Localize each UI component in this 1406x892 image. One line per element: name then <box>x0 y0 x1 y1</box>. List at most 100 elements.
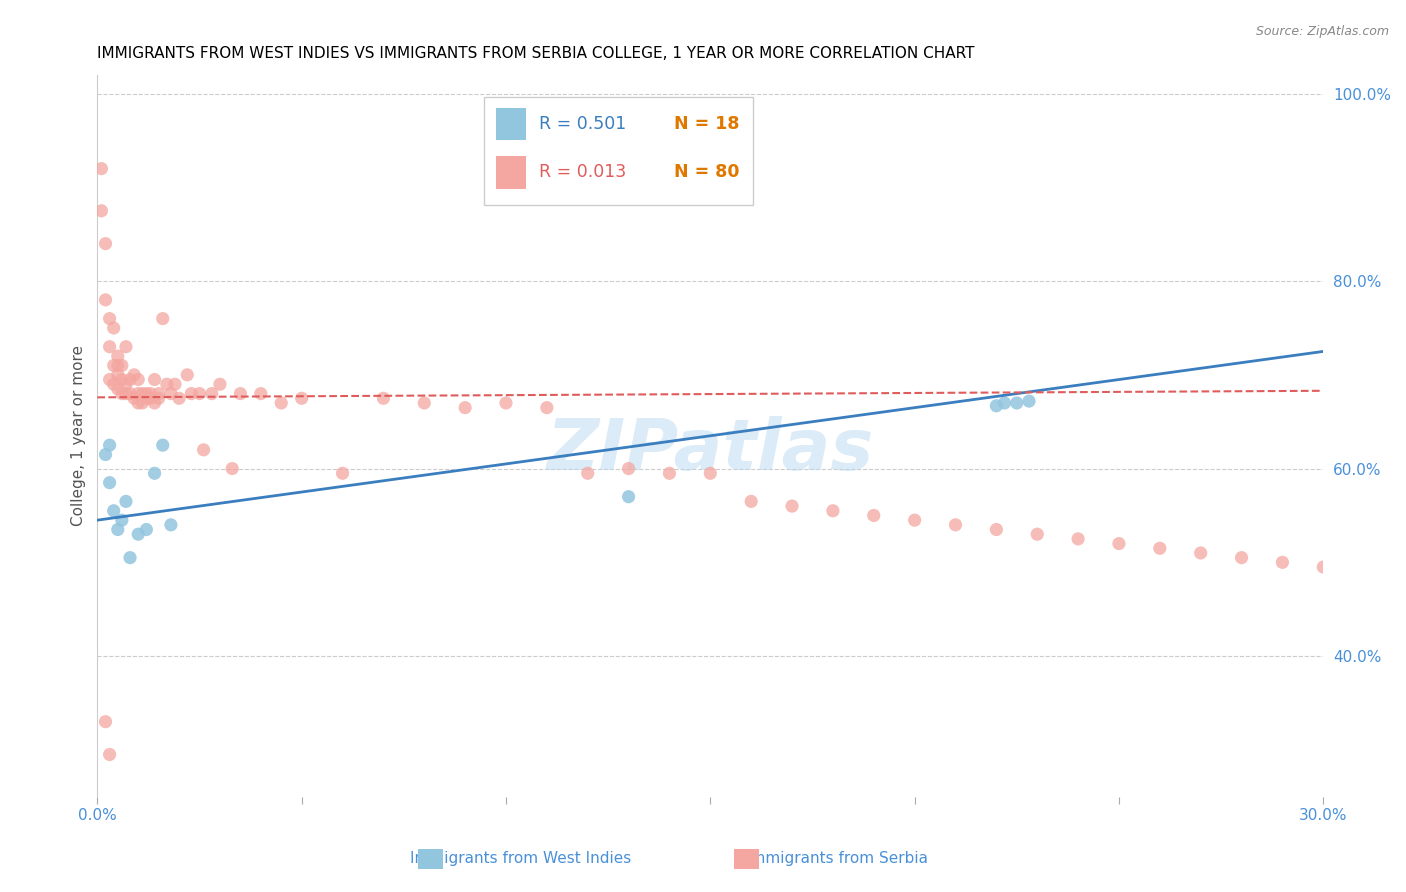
Text: IMMIGRANTS FROM WEST INDIES VS IMMIGRANTS FROM SERBIA COLLEGE, 1 YEAR OR MORE CO: IMMIGRANTS FROM WEST INDIES VS IMMIGRANT… <box>97 46 974 62</box>
Point <box>201 386 224 401</box>
Point <box>821 504 844 518</box>
Point <box>1312 560 1334 574</box>
Point <box>94 448 117 462</box>
Text: ZIPatlas: ZIPatlas <box>547 416 875 484</box>
Point <box>160 517 183 532</box>
Point <box>1026 527 1049 541</box>
Point <box>94 714 117 729</box>
Point <box>98 475 121 490</box>
Point <box>94 293 117 307</box>
Point <box>111 372 134 386</box>
Point <box>131 386 153 401</box>
Point <box>221 461 243 475</box>
Point <box>1005 396 1028 410</box>
Point <box>139 386 162 401</box>
Text: Source: ZipAtlas.com: Source: ZipAtlas.com <box>1256 25 1389 38</box>
Point <box>413 396 436 410</box>
Point <box>1018 394 1040 409</box>
Point <box>163 377 186 392</box>
Point <box>111 359 134 373</box>
Point <box>118 550 141 565</box>
Point <box>94 236 117 251</box>
Point <box>115 494 138 508</box>
Point <box>495 396 517 410</box>
Point <box>103 377 125 392</box>
Point <box>699 467 721 481</box>
Point <box>143 396 166 410</box>
Point <box>180 386 202 401</box>
Point <box>135 392 157 406</box>
Text: N = 18: N = 18 <box>673 115 740 133</box>
Point <box>139 392 162 406</box>
Point <box>122 368 145 382</box>
Point <box>152 311 174 326</box>
Point <box>107 368 129 382</box>
Point <box>576 467 599 481</box>
Point <box>617 490 640 504</box>
Text: N = 80: N = 80 <box>673 163 740 181</box>
Point <box>193 442 215 457</box>
Point <box>617 461 640 475</box>
Point <box>98 311 121 326</box>
Point <box>536 401 558 415</box>
Point <box>111 386 134 401</box>
Point <box>107 349 129 363</box>
Point <box>143 467 166 481</box>
Point <box>122 392 145 406</box>
Point <box>131 396 153 410</box>
Point <box>118 372 141 386</box>
Point <box>90 203 112 218</box>
Point <box>249 386 271 401</box>
Text: R = 0.501: R = 0.501 <box>538 115 626 133</box>
Point <box>1189 546 1212 560</box>
Point <box>107 359 129 373</box>
Point <box>291 392 314 406</box>
Point <box>115 340 138 354</box>
Point <box>143 372 166 386</box>
Point <box>454 401 477 415</box>
Point <box>135 523 157 537</box>
Point <box>98 747 121 762</box>
Point <box>1067 532 1090 546</box>
Point <box>986 523 1008 537</box>
Point <box>332 467 354 481</box>
Point <box>111 513 134 527</box>
Point <box>208 377 231 392</box>
Point <box>148 386 170 401</box>
Point <box>986 399 1008 413</box>
Point <box>373 392 395 406</box>
Point <box>103 321 125 335</box>
Point <box>945 517 967 532</box>
Point <box>1149 541 1171 556</box>
Point <box>658 467 681 481</box>
FancyBboxPatch shape <box>496 156 526 188</box>
Point <box>127 372 149 386</box>
Text: R = 0.013: R = 0.013 <box>538 163 626 181</box>
Text: Immigrants from West Indies: Immigrants from West Indies <box>409 851 631 865</box>
Point <box>167 392 190 406</box>
Point <box>160 386 183 401</box>
Point <box>98 340 121 354</box>
Y-axis label: College, 1 year or more: College, 1 year or more <box>72 345 86 526</box>
Point <box>115 377 138 392</box>
Point <box>904 513 927 527</box>
Point <box>107 523 129 537</box>
Point <box>740 494 762 508</box>
Point <box>993 396 1015 410</box>
Point <box>90 161 112 176</box>
Point <box>148 392 170 406</box>
Point <box>1271 555 1294 569</box>
Text: Immigrants from Serbia: Immigrants from Serbia <box>745 851 928 865</box>
Point <box>780 499 803 513</box>
Point <box>176 368 198 382</box>
Point <box>135 386 157 401</box>
Point <box>156 377 179 392</box>
Point <box>152 438 174 452</box>
Point <box>1230 550 1253 565</box>
Point <box>103 359 125 373</box>
Point <box>118 386 141 401</box>
Point <box>188 386 211 401</box>
Point <box>229 386 252 401</box>
Point <box>98 372 121 386</box>
Point <box>127 396 149 410</box>
